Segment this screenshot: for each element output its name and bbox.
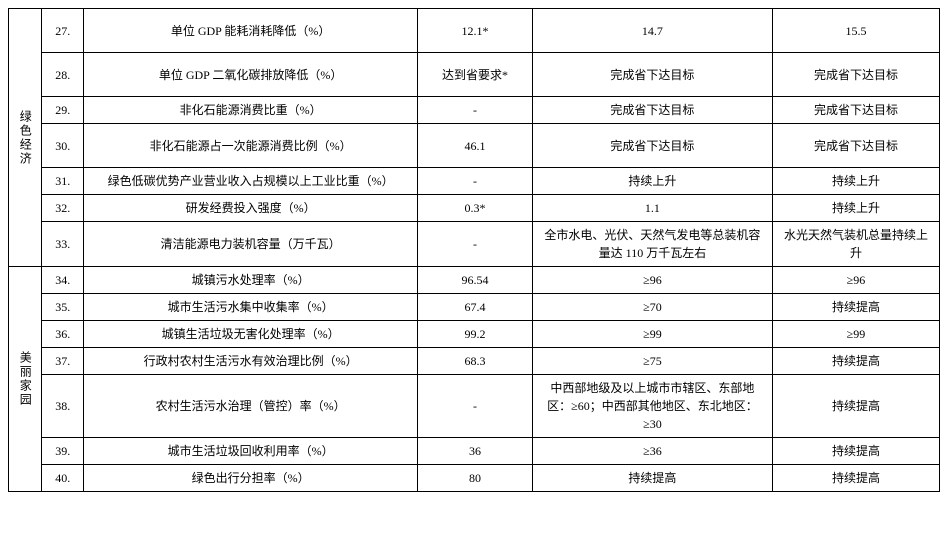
table-row: 29.非化石能源消费比重（%）-完成省下达目标完成省下达目标 bbox=[9, 97, 940, 124]
table-row: 绿色经济27.单位 GDP 能耗消耗降低（%）12.1*14.715.5 bbox=[9, 9, 940, 53]
row-number: 39. bbox=[42, 438, 84, 465]
value-col-3: 完成省下达目标 bbox=[772, 97, 939, 124]
table-row: 36.城镇生活垃圾无害化处理率（%）99.2≥99≥99 bbox=[9, 321, 940, 348]
indicator-name: 研发经费投入强度（%） bbox=[84, 195, 418, 222]
category-cell: 美丽家园 bbox=[9, 267, 42, 492]
value-col-3: 水光天然气装机总量持续上升 bbox=[772, 222, 939, 267]
indicator-name: 城镇污水处理率（%） bbox=[84, 267, 418, 294]
indicator-name: 城市生活垃圾回收利用率（%） bbox=[84, 438, 418, 465]
indicator-name: 绿色低碳优势产业营业收入占规模以上工业比重（%） bbox=[84, 168, 418, 195]
row-number: 27. bbox=[42, 9, 84, 53]
row-number: 30. bbox=[42, 124, 84, 168]
value-col-2: ≥70 bbox=[532, 294, 772, 321]
value-col-1: 达到省要求* bbox=[418, 53, 533, 97]
table-row: 31.绿色低碳优势产业营业收入占规模以上工业比重（%）-持续上升持续上升 bbox=[9, 168, 940, 195]
row-number: 32. bbox=[42, 195, 84, 222]
table-row: 40.绿色出行分担率（%）80持续提高持续提高 bbox=[9, 465, 940, 492]
table-row: 39.城市生活垃圾回收利用率（%）36≥36持续提高 bbox=[9, 438, 940, 465]
table-row: 30.非化石能源占一次能源消费比例（%）46.1完成省下达目标完成省下达目标 bbox=[9, 124, 940, 168]
row-number: 29. bbox=[42, 97, 84, 124]
value-col-2: 中西部地级及以上城市市辖区、东部地区：≥60；中西部其他地区、东北地区：≥30 bbox=[532, 375, 772, 438]
value-col-2: 持续提高 bbox=[532, 465, 772, 492]
indicator-name: 单位 GDP 二氧化碳排放降低（%） bbox=[84, 53, 418, 97]
indicator-name: 非化石能源占一次能源消费比例（%） bbox=[84, 124, 418, 168]
value-col-2: 完成省下达目标 bbox=[532, 124, 772, 168]
indicator-name: 非化石能源消费比重（%） bbox=[84, 97, 418, 124]
value-col-1: - bbox=[418, 97, 533, 124]
value-col-1: 67.4 bbox=[418, 294, 533, 321]
value-col-3: 15.5 bbox=[772, 9, 939, 53]
value-col-1: 36 bbox=[418, 438, 533, 465]
table-row: 35.城市生活污水集中收集率（%）67.4≥70持续提高 bbox=[9, 294, 940, 321]
value-col-3: 持续提高 bbox=[772, 438, 939, 465]
value-col-3: 持续提高 bbox=[772, 465, 939, 492]
row-number: 35. bbox=[42, 294, 84, 321]
value-col-1: 68.3 bbox=[418, 348, 533, 375]
indicator-name: 城镇生活垃圾无害化处理率（%） bbox=[84, 321, 418, 348]
table-row: 32.研发经费投入强度（%）0.3*1.1持续上升 bbox=[9, 195, 940, 222]
table-row: 33.清洁能源电力装机容量（万千瓦）-全市水电、光伏、天然气发电等总装机容量达 … bbox=[9, 222, 940, 267]
value-col-1: - bbox=[418, 222, 533, 267]
category-cell: 绿色经济 bbox=[9, 9, 42, 267]
value-col-3: 持续上升 bbox=[772, 195, 939, 222]
value-col-2: ≥99 bbox=[532, 321, 772, 348]
indicators-table: 绿色经济27.单位 GDP 能耗消耗降低（%）12.1*14.715.528.单… bbox=[8, 8, 940, 492]
table-row: 38.农村生活污水治理（管控）率（%）-中西部地级及以上城市市辖区、东部地区：≥… bbox=[9, 375, 940, 438]
value-col-2: ≥75 bbox=[532, 348, 772, 375]
row-number: 28. bbox=[42, 53, 84, 97]
value-col-2: 完成省下达目标 bbox=[532, 97, 772, 124]
value-col-1: 0.3* bbox=[418, 195, 533, 222]
row-number: 34. bbox=[42, 267, 84, 294]
value-col-1: 96.54 bbox=[418, 267, 533, 294]
row-number: 33. bbox=[42, 222, 84, 267]
value-col-2: 持续上升 bbox=[532, 168, 772, 195]
row-number: 38. bbox=[42, 375, 84, 438]
table-row: 37.行政村农村生活污水有效治理比例（%）68.3≥75持续提高 bbox=[9, 348, 940, 375]
value-col-2: ≥36 bbox=[532, 438, 772, 465]
indicator-name: 清洁能源电力装机容量（万千瓦） bbox=[84, 222, 418, 267]
value-col-3: 持续提高 bbox=[772, 294, 939, 321]
indicator-name: 农村生活污水治理（管控）率（%） bbox=[84, 375, 418, 438]
value-col-3: 持续提高 bbox=[772, 348, 939, 375]
indicator-name: 行政村农村生活污水有效治理比例（%） bbox=[84, 348, 418, 375]
table-row: 美丽家园34.城镇污水处理率（%）96.54≥96≥96 bbox=[9, 267, 940, 294]
value-col-1: - bbox=[418, 375, 533, 438]
indicator-name: 单位 GDP 能耗消耗降低（%） bbox=[84, 9, 418, 53]
row-number: 31. bbox=[42, 168, 84, 195]
value-col-1: - bbox=[418, 168, 533, 195]
table-row: 28.单位 GDP 二氧化碳排放降低（%）达到省要求*完成省下达目标完成省下达目… bbox=[9, 53, 940, 97]
value-col-1: 99.2 bbox=[418, 321, 533, 348]
value-col-3: ≥99 bbox=[772, 321, 939, 348]
value-col-3: ≥96 bbox=[772, 267, 939, 294]
value-col-2: 14.7 bbox=[532, 9, 772, 53]
row-number: 40. bbox=[42, 465, 84, 492]
value-col-3: 完成省下达目标 bbox=[772, 124, 939, 168]
value-col-2: 完成省下达目标 bbox=[532, 53, 772, 97]
value-col-1: 46.1 bbox=[418, 124, 533, 168]
value-col-2: 全市水电、光伏、天然气发电等总装机容量达 110 万千瓦左右 bbox=[532, 222, 772, 267]
value-col-2: 1.1 bbox=[532, 195, 772, 222]
row-number: 36. bbox=[42, 321, 84, 348]
value-col-3: 完成省下达目标 bbox=[772, 53, 939, 97]
value-col-3: 持续提高 bbox=[772, 375, 939, 438]
value-col-1: 12.1* bbox=[418, 9, 533, 53]
indicator-name: 城市生活污水集中收集率（%） bbox=[84, 294, 418, 321]
indicator-name: 绿色出行分担率（%） bbox=[84, 465, 418, 492]
value-col-2: ≥96 bbox=[532, 267, 772, 294]
value-col-1: 80 bbox=[418, 465, 533, 492]
row-number: 37. bbox=[42, 348, 84, 375]
value-col-3: 持续上升 bbox=[772, 168, 939, 195]
